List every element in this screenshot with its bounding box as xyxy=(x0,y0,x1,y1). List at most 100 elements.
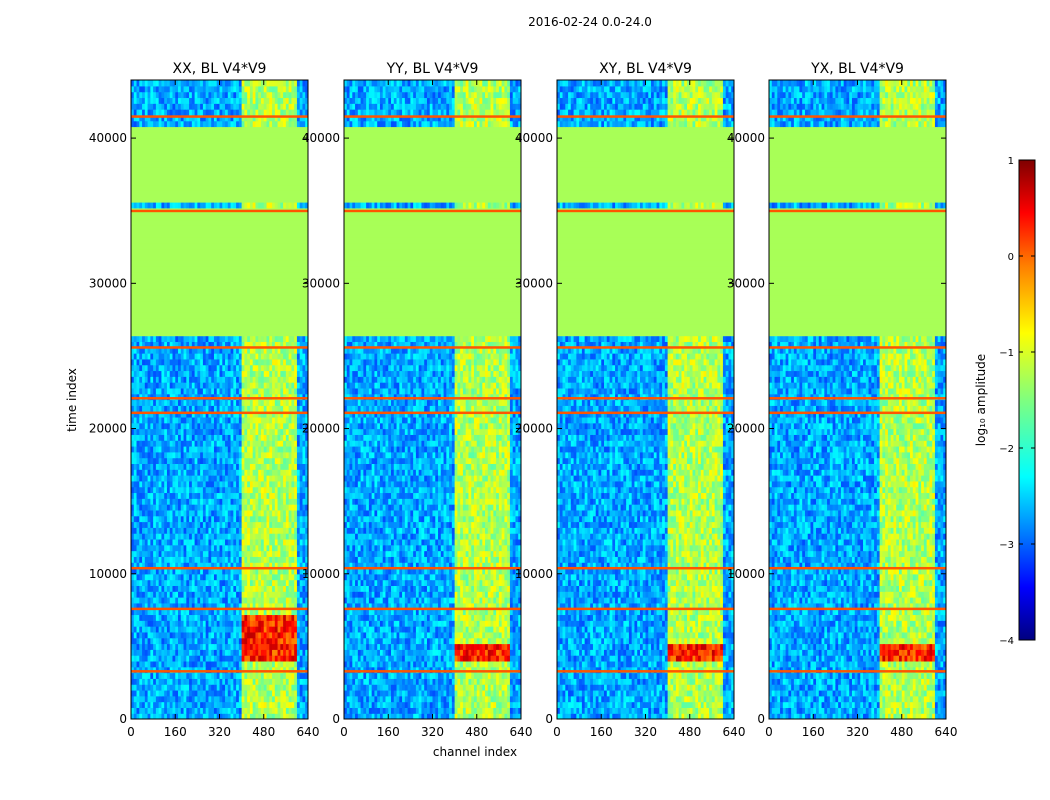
heatmap-cell xyxy=(260,602,265,610)
heatmap-cell xyxy=(194,451,198,459)
heatmap-cell xyxy=(233,463,237,470)
heatmap-cell xyxy=(252,666,257,674)
heatmap-cell xyxy=(285,393,290,401)
heatmap-cell xyxy=(274,382,279,389)
heatmap-cell xyxy=(266,591,270,598)
heatmap-cell xyxy=(164,608,168,616)
heatmap-cell xyxy=(158,347,163,354)
heatmap-cell xyxy=(161,492,165,499)
heatmap-cell xyxy=(260,649,265,656)
heatmap-cell xyxy=(150,370,154,377)
heatmap-cell xyxy=(285,556,290,563)
heatmap-cell xyxy=(205,626,210,633)
heatmap-cell xyxy=(175,387,179,395)
heatmap-cell xyxy=(186,97,190,104)
heatmap-cell xyxy=(263,602,268,610)
heatmap-cell xyxy=(183,579,187,586)
heatmap-cell xyxy=(241,608,245,616)
heatmap-cell xyxy=(191,120,196,128)
heatmap-cell xyxy=(155,672,160,679)
heatmap-cell xyxy=(288,608,293,616)
heatmap-cell xyxy=(294,515,298,523)
heatmap-cell xyxy=(153,620,157,627)
heatmap-cell xyxy=(158,672,163,679)
heatmap-cell xyxy=(186,416,190,424)
heatmap-cell xyxy=(175,660,179,668)
heatmap-cell xyxy=(164,602,168,610)
heatmap-cell xyxy=(194,382,198,389)
heatmap-cell xyxy=(291,387,295,395)
heatmap-cell xyxy=(205,405,210,412)
heatmap-cell xyxy=(283,422,287,430)
heatmap-cell xyxy=(169,637,174,645)
heatmap-cell xyxy=(294,521,298,528)
heatmap-cell xyxy=(131,538,135,546)
heatmap-cell xyxy=(247,597,251,604)
heatmap-cell xyxy=(169,695,174,703)
heatmap-cell xyxy=(178,660,182,668)
heatmap-cell xyxy=(150,695,154,703)
heatmap-cell xyxy=(144,521,149,528)
heatmap-cell xyxy=(136,515,140,523)
heatmap-cell xyxy=(288,480,293,488)
heatmap-cell xyxy=(407,707,411,714)
heatmap-cell xyxy=(280,364,284,372)
heatmap-cell xyxy=(211,370,215,377)
heatmap-cell xyxy=(249,591,254,598)
heatmap-cell xyxy=(233,655,237,662)
heatmap-cell xyxy=(222,364,226,372)
heatmap-cell xyxy=(180,695,185,703)
heatmap-cell xyxy=(258,103,262,110)
heatmap-cell xyxy=(144,666,149,674)
heatmap-cell xyxy=(213,347,218,354)
heatmap-cell xyxy=(305,614,308,621)
heatmap-cell xyxy=(283,80,287,87)
heatmap-cell xyxy=(139,678,143,685)
heatmap-cell xyxy=(227,701,232,708)
heatmap-cell xyxy=(186,422,190,430)
heatmap-cell xyxy=(269,347,273,354)
heatmap-cell xyxy=(294,387,298,395)
heatmap-cell xyxy=(305,341,308,348)
heatmap-cell xyxy=(241,411,245,418)
heatmap-cell xyxy=(180,486,185,494)
heatmap-cell xyxy=(260,445,265,453)
heatmap-cell xyxy=(244,85,248,93)
heatmap-cell xyxy=(249,91,254,99)
heatmap-cell xyxy=(277,521,281,528)
heatmap-cell xyxy=(277,109,281,116)
heatmap-cell xyxy=(280,387,284,395)
heatmap-cell xyxy=(205,480,210,488)
heatmap-cell xyxy=(277,684,281,691)
heatmap-cell xyxy=(172,579,176,586)
heatmap-cell xyxy=(131,678,135,685)
heatmap-cell xyxy=(285,515,290,523)
heatmap-cell xyxy=(225,451,229,459)
heatmap-cell xyxy=(272,475,276,482)
heatmap-cell xyxy=(133,434,138,441)
heatmap-cell xyxy=(150,201,154,209)
heatmap-cell xyxy=(211,637,215,645)
heatmap-cell xyxy=(205,637,210,645)
heatmap-cell xyxy=(225,440,229,447)
heatmap-cell xyxy=(200,550,204,557)
heatmap-cell xyxy=(142,556,146,563)
heatmap-cell xyxy=(161,428,165,435)
heatmap-cell xyxy=(236,411,240,418)
heatmap-cell xyxy=(227,451,232,459)
heatmap-cell xyxy=(144,585,149,592)
heatmap-cell xyxy=(200,411,204,418)
heatmap-cell xyxy=(241,701,245,708)
heatmap-cell xyxy=(150,655,154,662)
heatmap-cell xyxy=(272,451,276,459)
heatmap-cell xyxy=(388,713,392,719)
heatmap-cell xyxy=(233,701,237,708)
heatmap-cell xyxy=(299,689,304,697)
heatmap-cell xyxy=(178,684,182,691)
heatmap-cell xyxy=(280,341,284,348)
heatmap-cell xyxy=(230,492,234,499)
heatmap-cell xyxy=(296,649,301,656)
heatmap-cell xyxy=(180,637,185,645)
heatmap-cell xyxy=(305,457,308,464)
heatmap-cell xyxy=(213,120,218,128)
